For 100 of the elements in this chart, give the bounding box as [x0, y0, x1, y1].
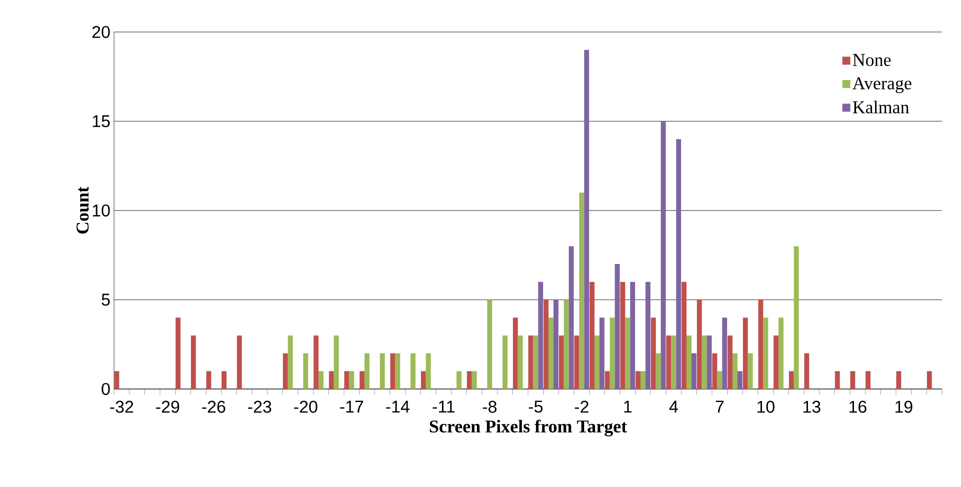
bar	[344, 371, 350, 389]
bar	[742, 318, 748, 389]
bar	[410, 353, 416, 389]
bar	[599, 318, 604, 389]
bar	[303, 353, 308, 389]
legend-label: Average	[852, 77, 912, 94]
bar	[712, 353, 718, 389]
y-tick-label: 15	[92, 115, 110, 128]
bar	[778, 318, 784, 389]
bar	[763, 318, 768, 389]
bar	[456, 371, 462, 389]
x-tick-label: -11	[432, 400, 454, 412]
bar	[564, 300, 569, 389]
bar	[360, 371, 365, 389]
bar	[834, 371, 840, 389]
bar	[737, 371, 742, 389]
bar	[558, 335, 564, 389]
bar	[728, 335, 733, 389]
x-tick-label: 19	[896, 400, 912, 413]
bar	[518, 335, 523, 389]
bar	[206, 371, 212, 389]
bar	[676, 139, 682, 389]
x-tick-label: -5	[528, 400, 543, 413]
x-tick-label: -20	[294, 400, 318, 413]
bar	[850, 371, 856, 389]
x-tick-label: -26	[202, 400, 226, 413]
bar	[671, 335, 676, 389]
y-tick-label: 20	[92, 26, 110, 38]
y-axis-title: Count	[76, 186, 89, 234]
bar	[682, 282, 687, 389]
x-tick-label: -17	[340, 400, 364, 412]
bar	[645, 282, 650, 389]
bar	[533, 335, 538, 389]
bar	[538, 282, 544, 389]
bar	[466, 371, 472, 389]
bar	[288, 335, 293, 389]
bar	[380, 353, 385, 389]
bar	[114, 371, 120, 389]
bar	[656, 353, 661, 389]
legend-label: Kalman	[852, 100, 910, 114]
y-tick-label: 10	[92, 204, 110, 217]
bar	[630, 282, 636, 389]
bar	[804, 353, 810, 389]
bar	[666, 335, 672, 389]
bar	[604, 371, 610, 389]
y-tick-label: 0	[102, 382, 110, 396]
bar	[395, 353, 400, 389]
bar	[579, 192, 584, 389]
bar	[590, 282, 595, 389]
bar	[696, 300, 702, 389]
bar	[625, 318, 630, 389]
bar	[702, 335, 707, 389]
bar	[328, 371, 334, 389]
bar	[528, 335, 534, 389]
bar	[691, 353, 696, 389]
bar	[620, 282, 626, 389]
bar	[636, 371, 641, 389]
x-tick-label: -2	[574, 400, 588, 413]
bar	[686, 335, 692, 389]
bar	[574, 335, 580, 389]
x-tick-label: 1	[624, 400, 632, 412]
bar	[717, 371, 722, 389]
bar	[334, 335, 339, 389]
x-tick-label: 7	[716, 400, 724, 412]
bar	[349, 371, 354, 389]
bar	[774, 335, 779, 389]
bar	[660, 121, 666, 389]
bar	[420, 371, 426, 389]
bar	[866, 371, 871, 389]
bar	[553, 300, 558, 389]
x-tick-label: 10	[758, 400, 774, 413]
bar	[568, 246, 574, 389]
bar	[650, 318, 656, 389]
x-tick-label: 13	[804, 400, 820, 413]
bar	[640, 371, 646, 389]
x-tick-label: -8	[482, 400, 496, 413]
x-axis-title: Screen Pixels from Target	[430, 420, 628, 436]
bar	[390, 353, 396, 389]
bar	[318, 371, 324, 389]
bar	[222, 371, 227, 389]
bar	[732, 353, 738, 389]
bar	[788, 371, 794, 389]
bar	[472, 371, 477, 389]
bar	[614, 264, 620, 389]
y-tick-label: 5	[102, 294, 110, 306]
bar	[502, 335, 508, 389]
bar	[236, 335, 242, 389]
bar	[512, 318, 518, 389]
bar	[722, 318, 728, 389]
legend-label: None	[852, 54, 891, 66]
bar	[548, 318, 554, 389]
bar	[190, 335, 196, 389]
bar	[282, 353, 288, 389]
x-tick-label: -14	[386, 400, 410, 412]
x-tick-label: 16	[850, 400, 866, 413]
bar	[926, 371, 932, 389]
bar	[794, 246, 799, 389]
bar	[584, 50, 590, 389]
bar	[176, 318, 181, 389]
bar	[610, 318, 615, 389]
